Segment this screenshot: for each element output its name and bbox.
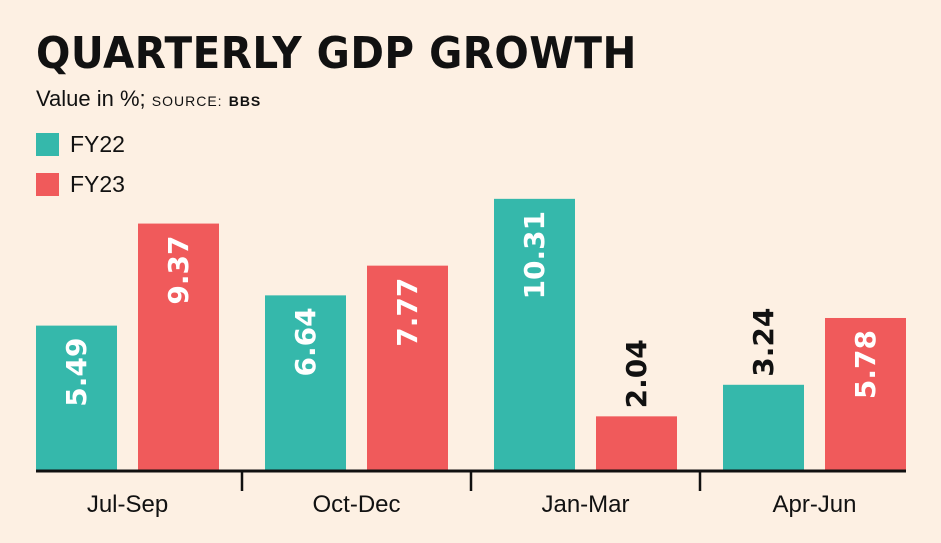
bar-fy22-oct-dec xyxy=(265,295,346,470)
bar-fy23-jul-sep xyxy=(138,223,219,470)
bar-fy23-apr-jun xyxy=(825,317,906,470)
bar-fy23-oct-dec xyxy=(367,265,448,470)
legend-swatch-fy23 xyxy=(36,173,59,196)
chart-title: QUARTERLY GDP GROWTH xyxy=(36,28,637,79)
legend-item-fy22: FY22 xyxy=(36,131,125,158)
x-tick-label-oct-dec: Oct-Dec xyxy=(312,491,400,518)
data-label-fy23-jul-sep: 9.37 xyxy=(162,236,195,305)
bar-fy22-apr-jun xyxy=(723,384,804,470)
legend-swatch-fy22 xyxy=(36,133,59,156)
data-label-fy23-apr-jun: 5.78 xyxy=(849,330,882,399)
data-label-fy23-oct-dec: 7.77 xyxy=(391,278,424,347)
data-label-fy22-jul-sep: 5.49 xyxy=(60,338,93,407)
legend-label-fy23: FY23 xyxy=(70,171,125,197)
data-label-fy22-oct-dec: 6.64 xyxy=(289,307,322,376)
source-name: BBS xyxy=(228,93,262,109)
data-label-fy22-apr-jun: 3.24 xyxy=(747,308,780,377)
chart-subtitle: Value in %; SOURCE: BBS xyxy=(36,86,261,112)
unit-note: Value in %; xyxy=(36,86,146,111)
source-label: SOURCE: xyxy=(151,93,223,109)
legend-item-fy23: FY23 xyxy=(36,171,125,198)
bar-fy22-jan-mar xyxy=(494,198,575,471)
x-tick-label-jan-mar: Jan-Mar xyxy=(541,491,629,518)
data-label-fy23-jan-mar: 2.04 xyxy=(620,339,653,408)
x-tick-label-apr-jun: Apr-Jun xyxy=(772,491,856,518)
legend-label-fy22: FY22 xyxy=(70,131,125,157)
data-label-fy22-jan-mar: 10.31 xyxy=(518,211,551,300)
bar-fy22-jul-sep xyxy=(36,325,117,470)
bar-fy23-jan-mar xyxy=(596,416,677,470)
x-tick-label-jul-sep: Jul-Sep xyxy=(87,491,168,518)
